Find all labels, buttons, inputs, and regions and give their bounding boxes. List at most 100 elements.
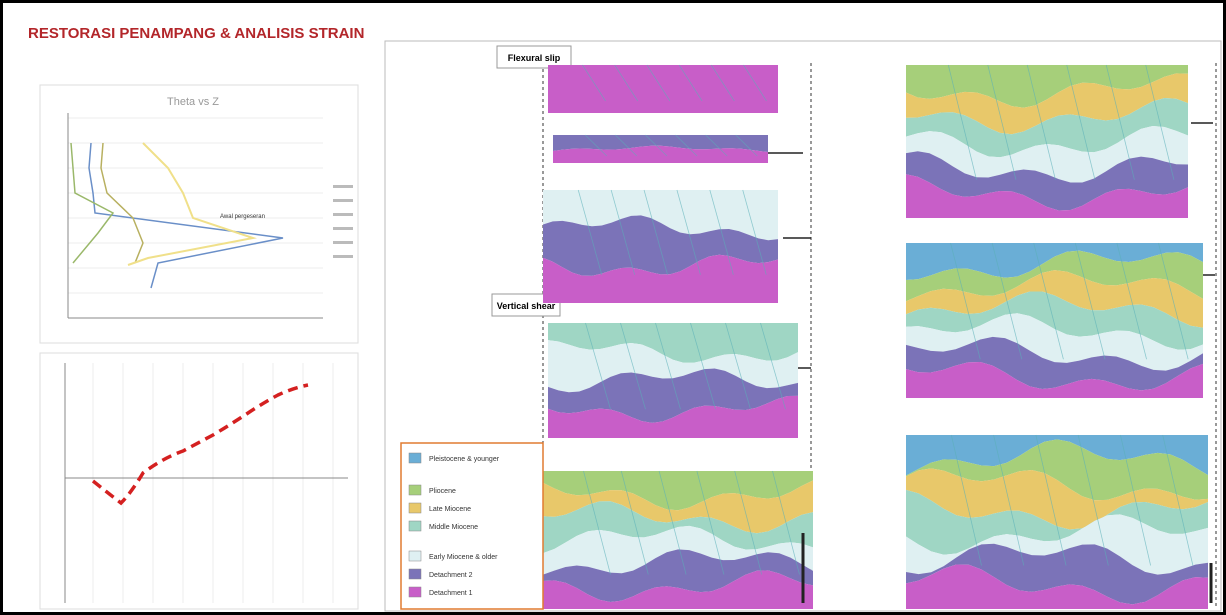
rock-layer bbox=[906, 564, 1208, 609]
legend-label: Pliocene bbox=[429, 488, 456, 495]
slide: RESTORASI PENAMPANG & ANALISIS STRAIN Th… bbox=[3, 3, 1223, 612]
annotation: Awal pergeseran bbox=[220, 214, 265, 220]
rock-layer bbox=[906, 270, 1203, 328]
legend-swatch bbox=[408, 520, 422, 532]
fault bbox=[678, 64, 703, 102]
curve bbox=[70, 142, 115, 264]
strain-curve bbox=[91, 383, 309, 506]
fault bbox=[734, 470, 763, 575]
fault bbox=[993, 434, 1025, 566]
legend-label: Detachment 1 bbox=[429, 590, 473, 597]
rock-layer bbox=[906, 489, 1208, 555]
section-label: Flexural slip bbox=[508, 53, 561, 63]
legend-swatch bbox=[408, 586, 422, 598]
legend-swatch bbox=[408, 568, 422, 580]
rock-layer bbox=[906, 243, 1203, 280]
fault bbox=[772, 470, 800, 575]
curve bbox=[127, 142, 257, 266]
legend-swatch bbox=[408, 550, 422, 562]
fault bbox=[1077, 434, 1109, 566]
fault bbox=[585, 322, 611, 410]
fault bbox=[610, 189, 636, 275]
rock-layer bbox=[906, 543, 1208, 605]
fault bbox=[1026, 64, 1056, 180]
fault bbox=[620, 470, 649, 575]
rock-layer bbox=[906, 336, 1203, 391]
legend-swatch bbox=[408, 484, 422, 496]
fault bbox=[1074, 242, 1106, 360]
fault bbox=[658, 470, 687, 575]
fault bbox=[705, 134, 728, 157]
chart-frame bbox=[39, 352, 359, 610]
rock-layer bbox=[548, 340, 798, 393]
fault bbox=[577, 189, 603, 275]
rock-layer bbox=[906, 468, 1208, 530]
rock-layer bbox=[906, 125, 1188, 183]
rock-layer bbox=[906, 514, 1208, 575]
rock-layer bbox=[543, 570, 813, 609]
fault bbox=[760, 322, 786, 410]
fault bbox=[643, 189, 668, 275]
fault bbox=[991, 242, 1023, 360]
fault bbox=[725, 322, 751, 410]
rock-layer bbox=[543, 549, 813, 603]
rock-layer bbox=[906, 174, 1188, 218]
fault bbox=[950, 434, 982, 566]
legend-swatch bbox=[408, 452, 422, 464]
legend-label: Early Miocene & older bbox=[429, 554, 498, 561]
fault bbox=[1158, 242, 1189, 360]
rock-layer bbox=[548, 323, 798, 363]
fault bbox=[690, 322, 716, 410]
fault bbox=[950, 242, 981, 360]
slide-title: RESTORASI PENAMPANG & ANALISIS STRAIN bbox=[28, 25, 365, 42]
chart-title: Theta vs Z bbox=[167, 96, 219, 108]
fault bbox=[1120, 434, 1152, 566]
section-label: Vertical shear bbox=[497, 301, 556, 311]
legend-label: Middle Miocene bbox=[429, 524, 478, 531]
chart-legend bbox=[333, 185, 353, 258]
fault bbox=[743, 64, 767, 102]
fault bbox=[735, 134, 758, 157]
fault bbox=[645, 134, 668, 157]
fault bbox=[1035, 434, 1067, 566]
rock-layer bbox=[553, 135, 768, 152]
rock-layer bbox=[906, 291, 1203, 350]
fault bbox=[709, 189, 734, 275]
fault bbox=[696, 470, 725, 575]
rock-layer bbox=[543, 254, 778, 303]
fault bbox=[1145, 64, 1175, 180]
curve bbox=[88, 142, 284, 289]
rock-layer bbox=[548, 395, 798, 438]
fault bbox=[947, 64, 977, 180]
fault bbox=[646, 64, 671, 102]
fault bbox=[655, 322, 681, 410]
legend-swatch bbox=[408, 502, 422, 514]
fault bbox=[615, 134, 638, 157]
fault bbox=[1033, 242, 1064, 360]
slide-art: Theta vs Z Awal pergeseran bbox=[39, 40, 1222, 612]
rock-layer bbox=[906, 250, 1203, 302]
rock-layer bbox=[906, 439, 1208, 501]
rock-layer bbox=[906, 97, 1188, 158]
fault bbox=[987, 64, 1017, 180]
fault bbox=[676, 189, 701, 275]
fault bbox=[614, 64, 639, 102]
rock-layer bbox=[543, 501, 813, 554]
curve bbox=[100, 142, 144, 264]
fault bbox=[1116, 242, 1147, 360]
rock-layer bbox=[553, 145, 768, 163]
rock-layer bbox=[906, 65, 1188, 108]
divider bbox=[542, 63, 1217, 608]
arrows bbox=[768, 122, 1215, 603]
rock-layer bbox=[543, 480, 813, 534]
label-box bbox=[496, 45, 572, 69]
fault bbox=[1162, 434, 1194, 566]
rock-layer bbox=[543, 215, 778, 276]
rock-layer bbox=[543, 190, 778, 241]
fault bbox=[583, 470, 611, 575]
rock-layer bbox=[906, 435, 1208, 476]
legend-label: Pleistocene & younger bbox=[429, 456, 500, 463]
fault bbox=[1105, 64, 1135, 180]
legend-label: Detachment 2 bbox=[429, 572, 473, 579]
fault bbox=[1066, 64, 1096, 180]
